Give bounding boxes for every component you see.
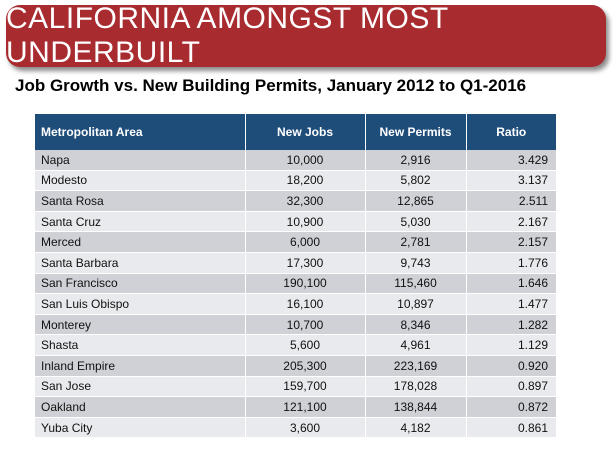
cell-metropolitan-area: Yuba City xyxy=(35,417,246,439)
page-subtitle: Job Growth vs. New Building Permits, Jan… xyxy=(15,76,527,95)
title-banner: CALIFORNIA AMONGST MOST UNDERBUILT xyxy=(6,2,606,69)
cell-new-permits: 9,743 xyxy=(365,252,467,274)
cell-ratio: 2.511 xyxy=(466,190,556,212)
cell-metropolitan-area: Shasta xyxy=(35,334,246,356)
cell-metropolitan-area: San Francisco xyxy=(35,273,246,295)
cell-new-jobs: 17,300 xyxy=(245,252,366,274)
cell-new-jobs: 121,100 xyxy=(245,396,366,418)
table-row: San Jose 159,700 178,028 0.897 xyxy=(35,376,556,398)
cell-ratio: 3.137 xyxy=(466,170,556,192)
cell-metropolitan-area: Monterey xyxy=(35,314,246,336)
cell-ratio: 1.129 xyxy=(466,334,556,356)
cell-ratio: 0.897 xyxy=(466,376,556,398)
cell-new-permits: 178,028 xyxy=(365,376,467,398)
table-header-row: Metropolitan Area New Jobs New Permits R… xyxy=(35,114,556,150)
cell-ratio: 0.861 xyxy=(466,417,556,439)
cell-new-permits: 4,182 xyxy=(365,417,467,439)
cell-ratio: 2.157 xyxy=(466,231,556,253)
cell-metropolitan-area: Santa Barbara xyxy=(35,252,246,274)
cell-new-permits: 2,781 xyxy=(365,231,467,253)
cell-new-jobs: 16,100 xyxy=(245,293,366,315)
cell-ratio: 1.646 xyxy=(466,273,556,295)
table-row: Oakland 121,100 138,844 0.872 xyxy=(35,396,556,418)
cell-new-permits: 223,169 xyxy=(365,355,467,377)
cell-new-permits: 2,916 xyxy=(365,150,467,171)
table-row: Yuba City 3,600 4,182 0.861 xyxy=(35,417,556,439)
cell-new-jobs: 205,300 xyxy=(245,355,366,377)
cell-new-jobs: 5,600 xyxy=(245,334,366,356)
cell-ratio: 3.429 xyxy=(466,150,556,171)
cell-new-permits: 5,802 xyxy=(365,170,467,192)
cell-new-permits: 10,897 xyxy=(365,293,467,315)
table-row: Monterey 10,700 8,346 1.282 xyxy=(35,314,556,336)
column-header-metropolitan-area: Metropolitan Area xyxy=(35,114,246,150)
cell-new-permits: 12,865 xyxy=(365,190,467,212)
cell-new-jobs: 190,100 xyxy=(245,273,366,295)
cell-new-jobs: 32,300 xyxy=(245,190,366,212)
table-row: Santa Rosa 32,300 12,865 2.511 xyxy=(35,190,556,212)
table-row: Shasta 5,600 4,961 1.129 xyxy=(35,334,556,356)
table-body: Napa 10,000 2,916 3.429 Modesto 18,200 5,802 3.… xyxy=(35,150,556,439)
cell-ratio: 0.872 xyxy=(466,396,556,418)
cell-metropolitan-area: San Jose xyxy=(35,376,246,398)
cell-ratio: 1.477 xyxy=(466,293,556,315)
cell-metropolitan-area: Modesto xyxy=(35,170,246,192)
data-table-container: Metropolitan Area New Jobs New Permits R… xyxy=(35,114,556,439)
table-row: Modesto 18,200 5,802 3.137 xyxy=(35,170,556,192)
table-row: San Francisco 190,100 115,460 1.646 xyxy=(35,273,556,295)
cell-metropolitan-area: Santa Rosa xyxy=(35,190,246,212)
cell-metropolitan-area: Napa xyxy=(35,150,246,171)
cell-metropolitan-area: Santa Cruz xyxy=(35,211,246,233)
table-row: Inland Empire 205,300 223,169 0.920 xyxy=(35,355,556,377)
table-row: Merced 6,000 2,781 2.157 xyxy=(35,231,556,253)
table-row: Santa Barbara 17,300 9,743 1.776 xyxy=(35,252,556,274)
metro-job-permit-table: Metropolitan Area New Jobs New Permits R… xyxy=(35,114,556,439)
cell-new-permits: 138,844 xyxy=(365,396,467,418)
cell-new-permits: 4,961 xyxy=(365,334,467,356)
page-title: CALIFORNIA AMONGST MOST UNDERBUILT xyxy=(6,2,449,69)
cell-new-jobs: 159,700 xyxy=(245,376,366,398)
column-header-new-permits: New Permits xyxy=(365,114,467,150)
table-row: Santa Cruz 10,900 5,030 2.167 xyxy=(35,211,556,233)
cell-new-jobs: 10,700 xyxy=(245,314,366,336)
cell-metropolitan-area: Oakland xyxy=(35,396,246,418)
cell-new-jobs: 10,000 xyxy=(245,150,366,171)
cell-new-jobs: 18,200 xyxy=(245,170,366,192)
cell-new-jobs: 3,600 xyxy=(245,417,366,439)
cell-metropolitan-area: Merced xyxy=(35,231,246,253)
cell-ratio: 0.920 xyxy=(466,355,556,377)
cell-new-permits: 115,460 xyxy=(365,273,467,295)
cell-metropolitan-area: San Luis Obispo xyxy=(35,293,246,315)
cell-new-permits: 5,030 xyxy=(365,211,467,233)
cell-ratio: 1.776 xyxy=(466,252,556,274)
cell-ratio: 1.282 xyxy=(466,314,556,336)
table-row: San Luis Obispo 16,100 10,897 1.477 xyxy=(35,293,556,315)
cell-new-jobs: 10,900 xyxy=(245,211,366,233)
cell-metropolitan-area: Inland Empire xyxy=(35,355,246,377)
column-header-new-jobs: New Jobs xyxy=(245,114,366,150)
table-row: Napa 10,000 2,916 3.429 xyxy=(35,150,556,171)
cell-new-permits: 8,346 xyxy=(365,314,467,336)
cell-new-jobs: 6,000 xyxy=(245,231,366,253)
column-header-ratio: Ratio xyxy=(466,114,556,150)
cell-ratio: 2.167 xyxy=(466,211,556,233)
